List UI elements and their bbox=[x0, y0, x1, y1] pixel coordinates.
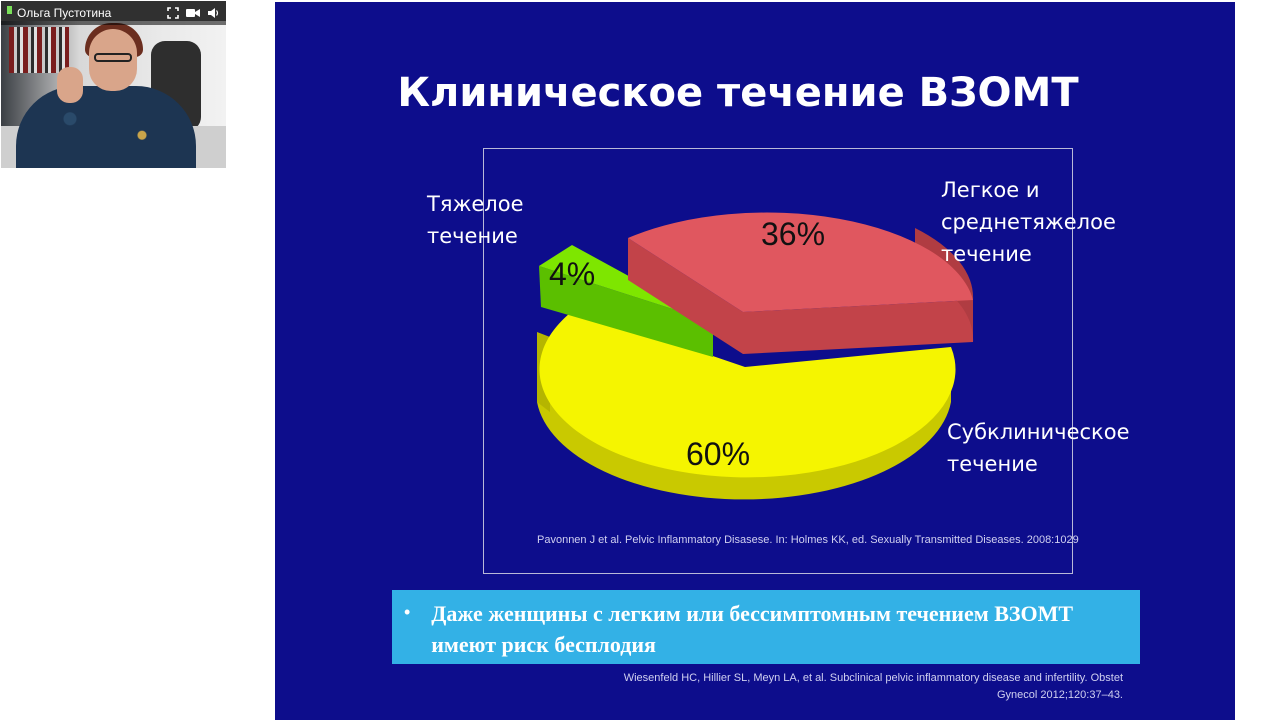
slice-mild bbox=[628, 212, 973, 312]
speaker-icon[interactable] bbox=[206, 6, 220, 20]
bullet-icon: • bbox=[404, 602, 411, 622]
presenter-video[interactable]: Ольга Пустотина bbox=[1, 1, 226, 168]
slice-severe-side bbox=[539, 266, 713, 357]
pct-mild: 36% bbox=[761, 216, 826, 252]
bookshelf bbox=[9, 27, 69, 73]
presenter-hand bbox=[57, 67, 83, 103]
chart-frame bbox=[483, 148, 1073, 574]
fullscreen-icon[interactable] bbox=[166, 6, 180, 20]
camera-icon[interactable] bbox=[186, 6, 200, 20]
slide-title: Клиническое течение ВЗОМТ bbox=[397, 70, 1079, 116]
callout-box: • Даже женщины с легким или бессимптомны… bbox=[392, 590, 1140, 664]
presenter-body bbox=[16, 86, 196, 168]
source-citation-1: Pavonnen J et al. Pelvic Inflammatory Di… bbox=[537, 534, 1079, 546]
presenter-glasses bbox=[94, 53, 132, 62]
presentation-slide: Клиническое течение ВЗОМТ 36% 4% 60% Тяж… bbox=[275, 2, 1235, 720]
source-citation-2: Wiesenfeld HC, Hillier SL, Meyn LA, et a… bbox=[623, 672, 1123, 701]
presenter-name: Ольга Пустотина bbox=[17, 6, 112, 20]
slice-mild-side bbox=[628, 238, 973, 354]
label-mild: Легкое и среднетяжелое течение bbox=[941, 178, 1116, 266]
slice-subclinical bbox=[539, 309, 956, 478]
pct-severe: 4% bbox=[549, 256, 596, 292]
pie-chart bbox=[537, 212, 974, 500]
label-severe: Тяжелое течение bbox=[427, 192, 524, 248]
pct-subclinical: 60% bbox=[686, 436, 751, 472]
video-toolbar: Ольга Пустотина bbox=[1, 1, 226, 25]
label-subclinical: Субклиническое течение bbox=[947, 420, 1130, 476]
callout-text: Даже женщины с легким или бессимптомным … bbox=[431, 601, 1074, 657]
mic-indicator-icon bbox=[7, 6, 12, 14]
